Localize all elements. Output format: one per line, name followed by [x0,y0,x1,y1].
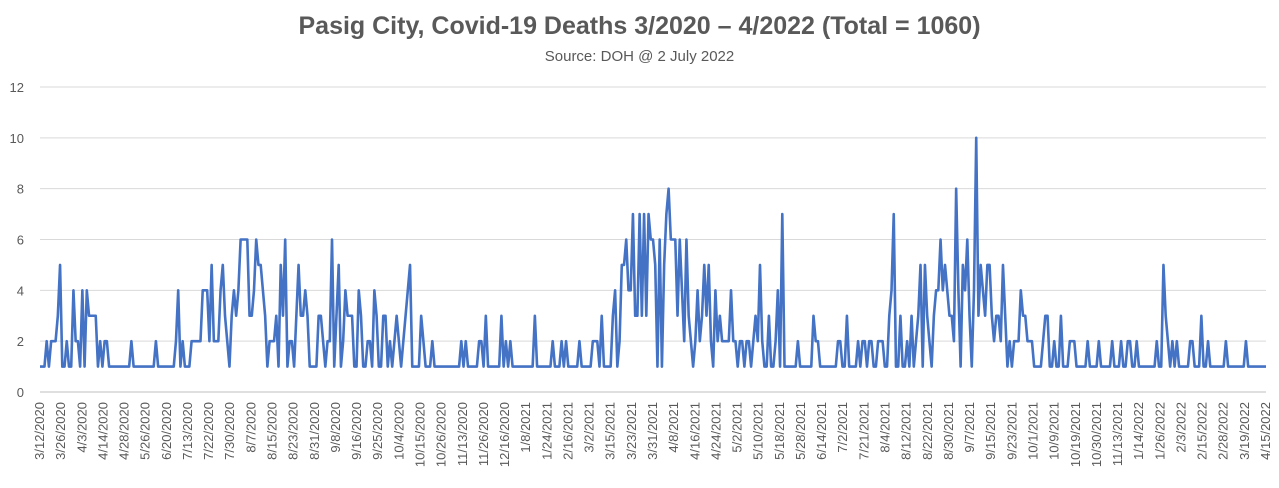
x-tick-label: 3/23/2021 [624,402,639,460]
x-tick-label: 3/15/2021 [603,402,618,460]
chart-title: Pasig City, Covid-19 Deaths 3/2020 – 4/2… [298,12,981,40]
x-tick-label: 2/16/2021 [560,402,575,460]
x-tick-label: 10/19/2021 [1068,402,1083,467]
x-tick-label: 2/3/2022 [1173,402,1188,453]
x-tick-label: 3/19/2022 [1237,402,1252,460]
series-line [40,136,1266,368]
x-tick-label: 11/13/2021 [1110,402,1125,466]
x-tick-label: 1/14/2022 [1131,402,1146,460]
x-tick-label: 4/28/2020 [117,402,132,460]
x-tick-label: 4/8/2021 [666,402,681,453]
x-tick-label: 8/7/2020 [243,402,258,453]
x-tick-label: 10/4/2020 [391,402,406,460]
y-tick-label: 2 [17,334,24,349]
x-tick-label: 8/23/2020 [286,402,301,460]
x-tick-label: 8/31/2020 [307,402,322,460]
x-tick-label: 6/14/2021 [814,402,829,460]
x-tick-label: 4/3/2020 [74,402,89,453]
x-tick-label: 5/26/2020 [138,402,153,460]
x-tick-label: 8/4/2021 [878,402,893,453]
x-tick-label: 9/7/2021 [962,402,977,453]
x-tick-label: 1/26/2022 [1152,402,1167,460]
x-tick-label: 9/8/2020 [328,402,343,453]
x-tick-label: 9/23/2021 [1004,402,1019,460]
x-tick-label: 5/18/2021 [772,402,787,460]
x-tick-label: 4/14/2020 [95,402,110,460]
x-tick-label: 3/31/2021 [645,402,660,460]
chart-subtitle: Source: DOH @ 2 July 2022 [544,48,735,65]
x-tick-label: 7/2/2021 [835,402,850,453]
y-tick-label: 12 [10,80,24,95]
x-tick-label: 7/30/2020 [222,402,237,460]
x-tick-label: 9/16/2020 [349,402,364,460]
x-tick-label: 10/9/2021 [1047,402,1062,460]
x-tick-label: 5/2/2021 [730,402,745,453]
x-tick-label: 4/16/2021 [687,402,702,460]
y-tick-label: 10 [10,131,24,146]
x-tick-label: 9/25/2020 [370,402,385,460]
x-tick-label: 8/15/2020 [265,402,280,460]
y-tick-label: 8 [17,182,24,197]
x-tick-label: 10/30/2021 [1089,402,1104,467]
x-tick-label: 8/12/2021 [899,402,914,460]
x-tick-label: 10/15/2020 [412,402,427,467]
x-tick-label: 4/24/2021 [708,402,723,460]
x-tick-label: 10/26/2020 [434,402,449,467]
x-tick-label: 5/28/2021 [793,402,808,460]
x-tick-label: 5/10/2021 [751,402,766,460]
x-tick-label: 3/26/2020 [53,402,68,460]
y-tick-label: 0 [17,385,24,400]
x-tick-label: 10/1/2021 [1025,402,1040,460]
x-tick-label: 8/22/2021 [920,402,935,460]
x-tick-label: 1/8/2021 [518,402,533,453]
x-tick-label: 7/21/2021 [856,402,871,460]
x-tick-label: 7/22/2020 [201,402,216,460]
y-tick-label: 6 [17,233,24,248]
x-tick-label: 11/13/2020 [455,402,470,466]
y-tick-label: 4 [17,283,24,298]
x-tick-label: 11/26/2020 [476,402,491,466]
x-tick-label: 2/15/2022 [1195,402,1210,460]
x-tick-label: 3/2/2021 [582,402,597,453]
x-tick-label: 9/15/2021 [983,402,998,460]
x-tick-label: 2/28/2022 [1216,402,1231,460]
x-tick-label: 7/13/2020 [180,402,195,460]
x-tick-label: 4/15/2022 [1258,402,1273,460]
x-tick-label: 1/24/2021 [539,402,554,460]
x-tick-label: 12/16/2020 [497,402,512,467]
x-tick-label: 8/30/2021 [941,402,956,460]
x-tick-label: 6/20/2020 [159,402,174,460]
x-tick-label: 3/12/2020 [32,402,47,460]
